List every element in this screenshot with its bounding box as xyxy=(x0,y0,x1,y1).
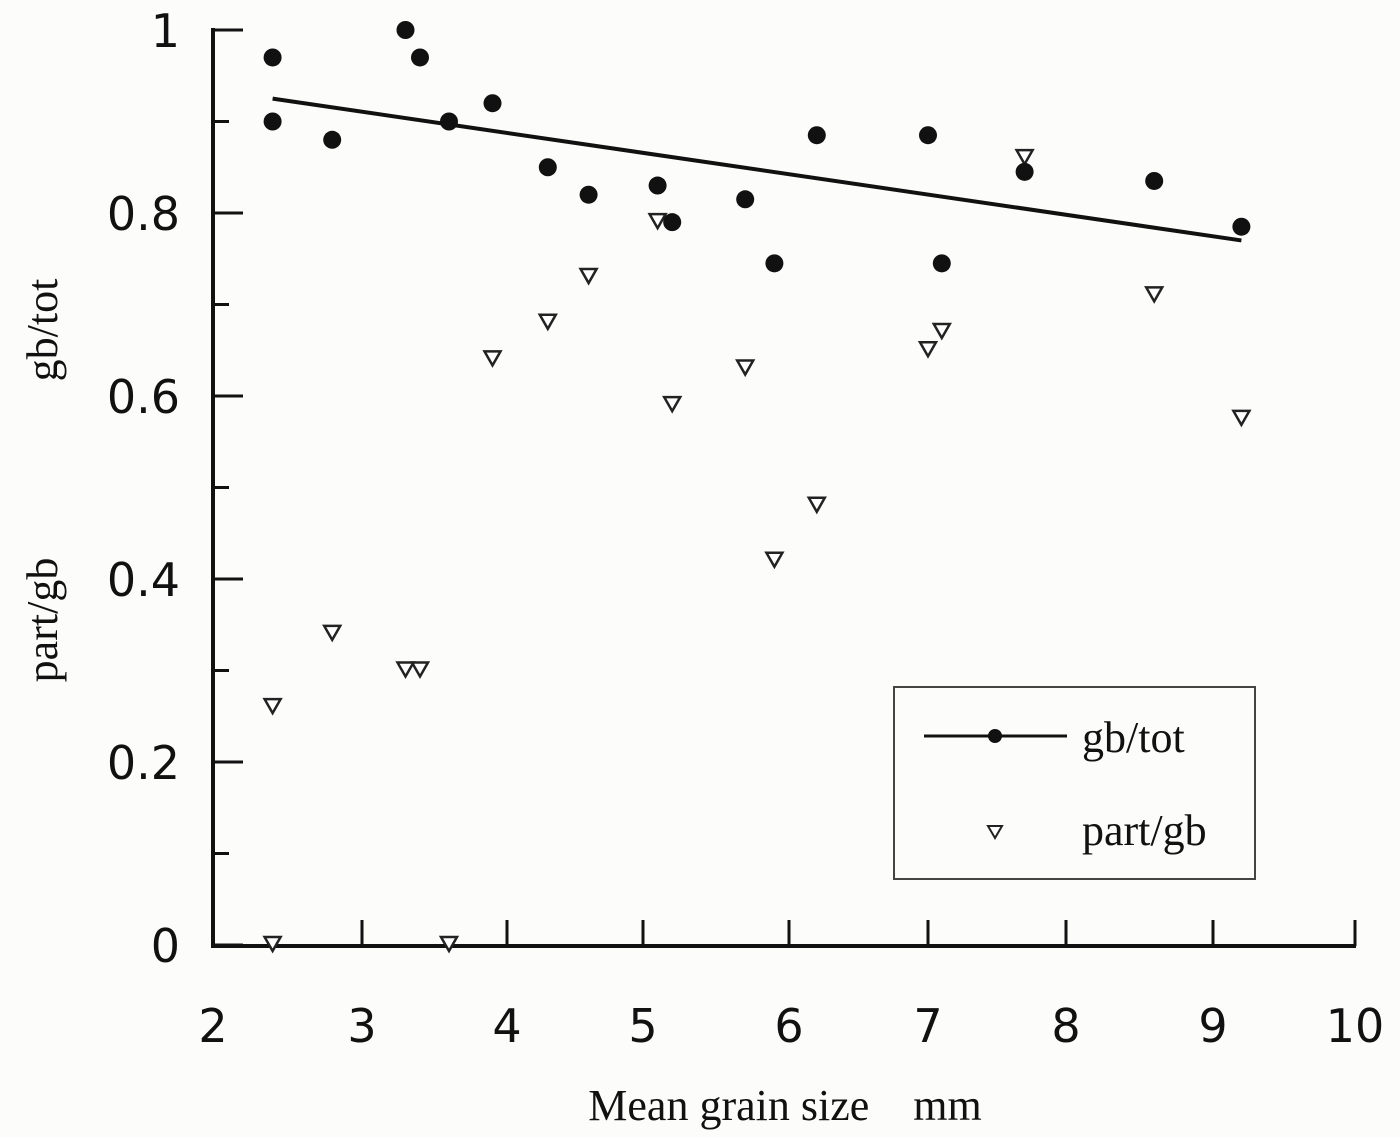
triangle-down-marker xyxy=(409,661,431,680)
x-tick-label: 3 xyxy=(347,999,376,1053)
triangle-down-marker xyxy=(735,359,756,378)
x-tick-label: 6 xyxy=(774,999,803,1053)
filled-circle-marker xyxy=(648,176,667,195)
trend-line xyxy=(272,96,1242,243)
filled-circle-marker xyxy=(736,190,755,209)
filled-circle-marker xyxy=(483,94,502,113)
filled-circle-marker xyxy=(396,21,415,39)
series-part-gb xyxy=(262,148,1252,954)
y-tick-label: 1 xyxy=(151,4,180,58)
triangle-down-icon xyxy=(986,825,1004,840)
x-axis-title: Mean grain size mm xyxy=(588,1081,981,1130)
triangle-down-marker xyxy=(482,350,503,368)
filled-circle-marker xyxy=(919,126,937,145)
x-tick-label: 10 xyxy=(1326,999,1385,1053)
filled-circle-marker xyxy=(1232,217,1251,236)
legend-label: gb/tot xyxy=(1082,713,1185,762)
triangle-down-marker xyxy=(1014,148,1035,167)
legend: gb/tot part/gb xyxy=(893,686,1256,880)
x-tick-label: 2 xyxy=(198,999,227,1053)
filled-circle-marker xyxy=(1015,162,1034,181)
x-tick-label: 5 xyxy=(628,999,657,1053)
triangle-down-marker xyxy=(578,267,599,286)
y-axis-title-bottom: part/gb xyxy=(18,558,67,683)
filled-circle-marker xyxy=(765,254,784,273)
triangle-down-marker xyxy=(262,697,283,716)
legend-label: part/gb xyxy=(1082,806,1207,855)
y-tick-label: 0 xyxy=(151,919,180,973)
y-tick-label: 0.8 xyxy=(107,187,180,241)
triangle-down-marker xyxy=(438,935,460,954)
x-tick-label: 9 xyxy=(1198,999,1227,1053)
triangle-down-marker xyxy=(917,341,939,359)
filled-circle-marker xyxy=(1145,171,1164,190)
x-tick-label: 4 xyxy=(492,999,521,1053)
y-tick-label: 0.2 xyxy=(107,736,180,790)
y-tick-label: 0.4 xyxy=(107,553,180,607)
series-gb-tot xyxy=(263,21,1251,273)
legend-box xyxy=(893,686,1256,880)
fit-line xyxy=(272,96,1242,243)
filled-circle-marker xyxy=(263,48,282,67)
x-tick-label: 7 xyxy=(913,999,942,1053)
axes xyxy=(211,28,1357,948)
filled-circle-marker xyxy=(538,158,557,177)
x-tick-label: 8 xyxy=(1051,999,1080,1053)
triangle-down-marker xyxy=(322,624,343,643)
filled-circle-marker xyxy=(263,112,282,131)
legend-item-part-gb: part/gb xyxy=(986,806,1207,855)
filled-circle-marker xyxy=(440,112,458,131)
filled-circle-icon xyxy=(988,729,1002,743)
triangle-down-marker xyxy=(1144,286,1165,304)
triangle-down-marker xyxy=(806,496,827,515)
filled-circle-marker xyxy=(323,130,342,149)
triangle-down-marker xyxy=(262,935,283,954)
filled-circle-marker xyxy=(807,126,826,145)
tick-labels: 2 3 4 5 6 7 8 9 10 0 0.2 0.4 0.6 0.8 1 xyxy=(107,4,1384,1053)
triangle-down-marker xyxy=(931,322,952,341)
filled-circle-marker xyxy=(932,254,951,273)
triangle-down-marker xyxy=(662,395,683,414)
filled-circle-marker xyxy=(663,213,682,232)
triangle-down-marker xyxy=(764,551,785,570)
y-axis-title-top: gb/tot xyxy=(18,279,67,382)
triangle-down-marker xyxy=(647,212,668,231)
triangle-down-marker xyxy=(1231,409,1252,428)
legend-item-gb-tot: gb/tot xyxy=(924,713,1185,762)
filled-circle-marker xyxy=(411,48,429,67)
filled-circle-marker xyxy=(579,185,598,204)
triangle-down-marker xyxy=(395,661,416,680)
triangle-down-marker xyxy=(537,313,558,332)
y-tick-label: 0.6 xyxy=(107,370,180,424)
